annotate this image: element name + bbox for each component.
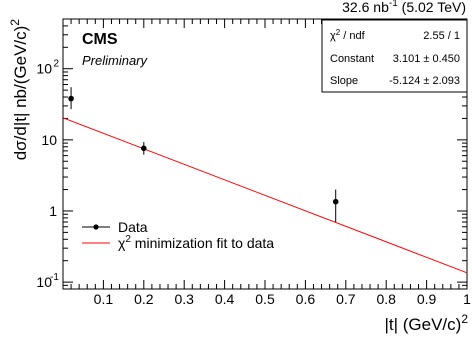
y-axis-title: dσ/d|t| nb/(GeV/c)2 [8,19,30,161]
x-tick-label: 0.4 [215,291,235,307]
y-tick-exponent: -1 [50,272,59,283]
x-tick-label: 1 [463,291,471,307]
data-point [141,145,147,152]
x-tick-label: 0.3 [174,291,194,307]
legend-data-label: Data [118,219,148,235]
header-text: 32.6 nb-1 (5.02 TeV) [342,0,466,15]
x-tick-label: 0.5 [255,291,275,307]
fit-box: χ2 / ndf 2.55 / 1 Constant 3.101 ± 0.450… [321,19,468,93]
y-tick-label: 10 [36,61,52,77]
x-axis-title: |t| (GeV/c)2 [384,312,468,334]
x-tick-label: 0.7 [336,291,356,307]
legend-data-marker [93,224,99,230]
legend-fit-label: χ2 minimization fit to data [118,234,274,251]
fit-row-slope-value: -5.124 ± 2.093 [389,75,460,87]
fit-row-constant-value: 3.101 ± 0.450 [393,53,460,65]
x-tick-label: 0.9 [417,291,437,307]
x-tick-label: 0.6 [296,291,316,307]
x-axis: 0.1 0.2 0.3 0.4 0.5 0.6 0.7 0.8 0.9 1 [62,19,471,307]
fit-line [62,117,468,274]
status-label: Preliminary [82,53,149,68]
data-point [332,198,339,205]
y-tick-label: 10 [41,132,57,148]
fit-row-chi2-value: 2.55 / 1 [423,30,460,42]
y-tick-label: 1 [49,203,57,219]
fit-row-slope-label: Slope [330,75,358,87]
experiment-label: CMS [82,31,118,48]
y-tick-label: 10 [36,274,52,290]
y-tick-exponent: 2 [53,59,59,70]
x-tick-label: 0.1 [94,291,114,307]
x-tick-label: 0.2 [134,291,154,307]
fit-row-constant-label: Constant [330,53,374,65]
data-series [68,87,339,222]
fit-row-chi2-label: χ2 / ndf [330,28,366,42]
legend: Data χ2 minimization fit to data [82,219,274,251]
fit-series [62,117,468,274]
data-point [68,95,74,102]
fit-box-frame [321,19,468,93]
x-tick-label: 0.8 [376,291,396,307]
